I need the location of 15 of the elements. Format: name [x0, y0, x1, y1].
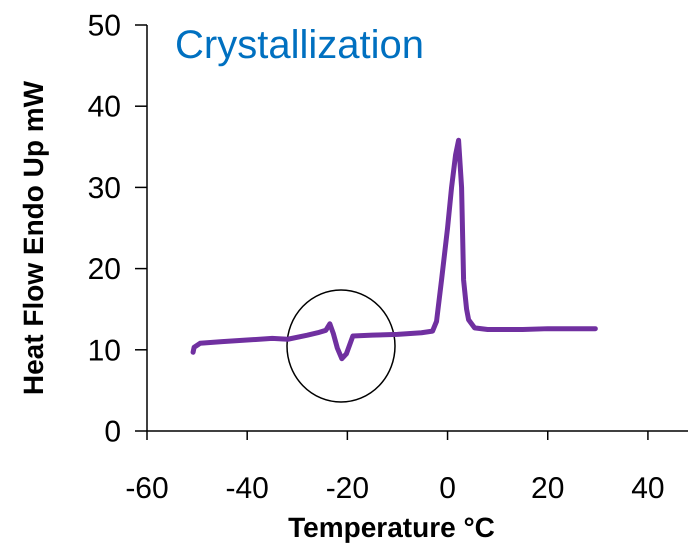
y-tick-label: 30: [88, 172, 121, 205]
y-tick-label: 50: [88, 10, 121, 42]
y-axis-title: Heat Flow Endo Up mW: [18, 80, 49, 396]
y-tick-label: 20: [88, 253, 121, 286]
y-tick-label: 0: [104, 416, 121, 448]
x-tick-label: -60: [125, 472, 169, 505]
x-tick-label: 40: [631, 472, 665, 505]
x-tick-label: 0: [439, 472, 456, 505]
y-tick-label: 40: [88, 90, 121, 124]
x-tick-label: -40: [226, 472, 269, 505]
y-tick-label: 10: [88, 334, 121, 368]
x-axis-title: Temperature °C: [288, 512, 495, 543]
chart-title: Crystallization: [175, 23, 424, 67]
x-tick-label: 20: [531, 472, 564, 505]
x-tick-label: -20: [326, 472, 370, 505]
